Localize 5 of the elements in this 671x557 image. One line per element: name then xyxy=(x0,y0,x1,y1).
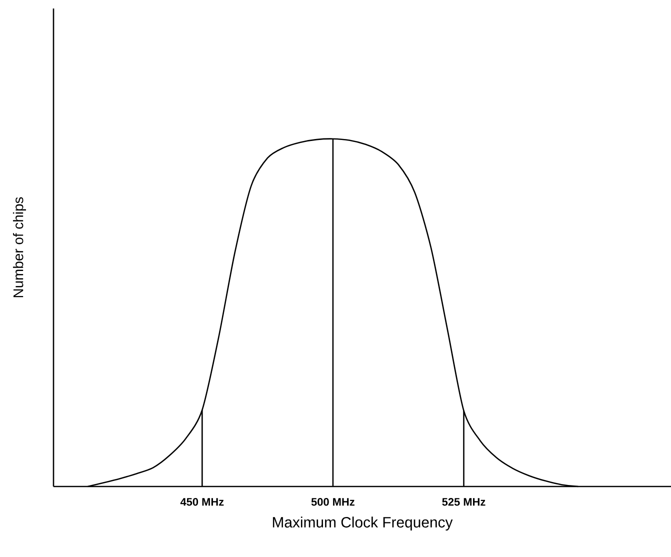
x-tick-label: 500 MHz xyxy=(311,498,354,506)
x-tick-label: 450 MHz xyxy=(180,498,224,506)
x-axis-title: Maximum Clock Frequency xyxy=(272,516,453,531)
x-tick-label: 525 MHz xyxy=(442,498,486,506)
y-axis-title: Number of chips xyxy=(12,197,26,298)
